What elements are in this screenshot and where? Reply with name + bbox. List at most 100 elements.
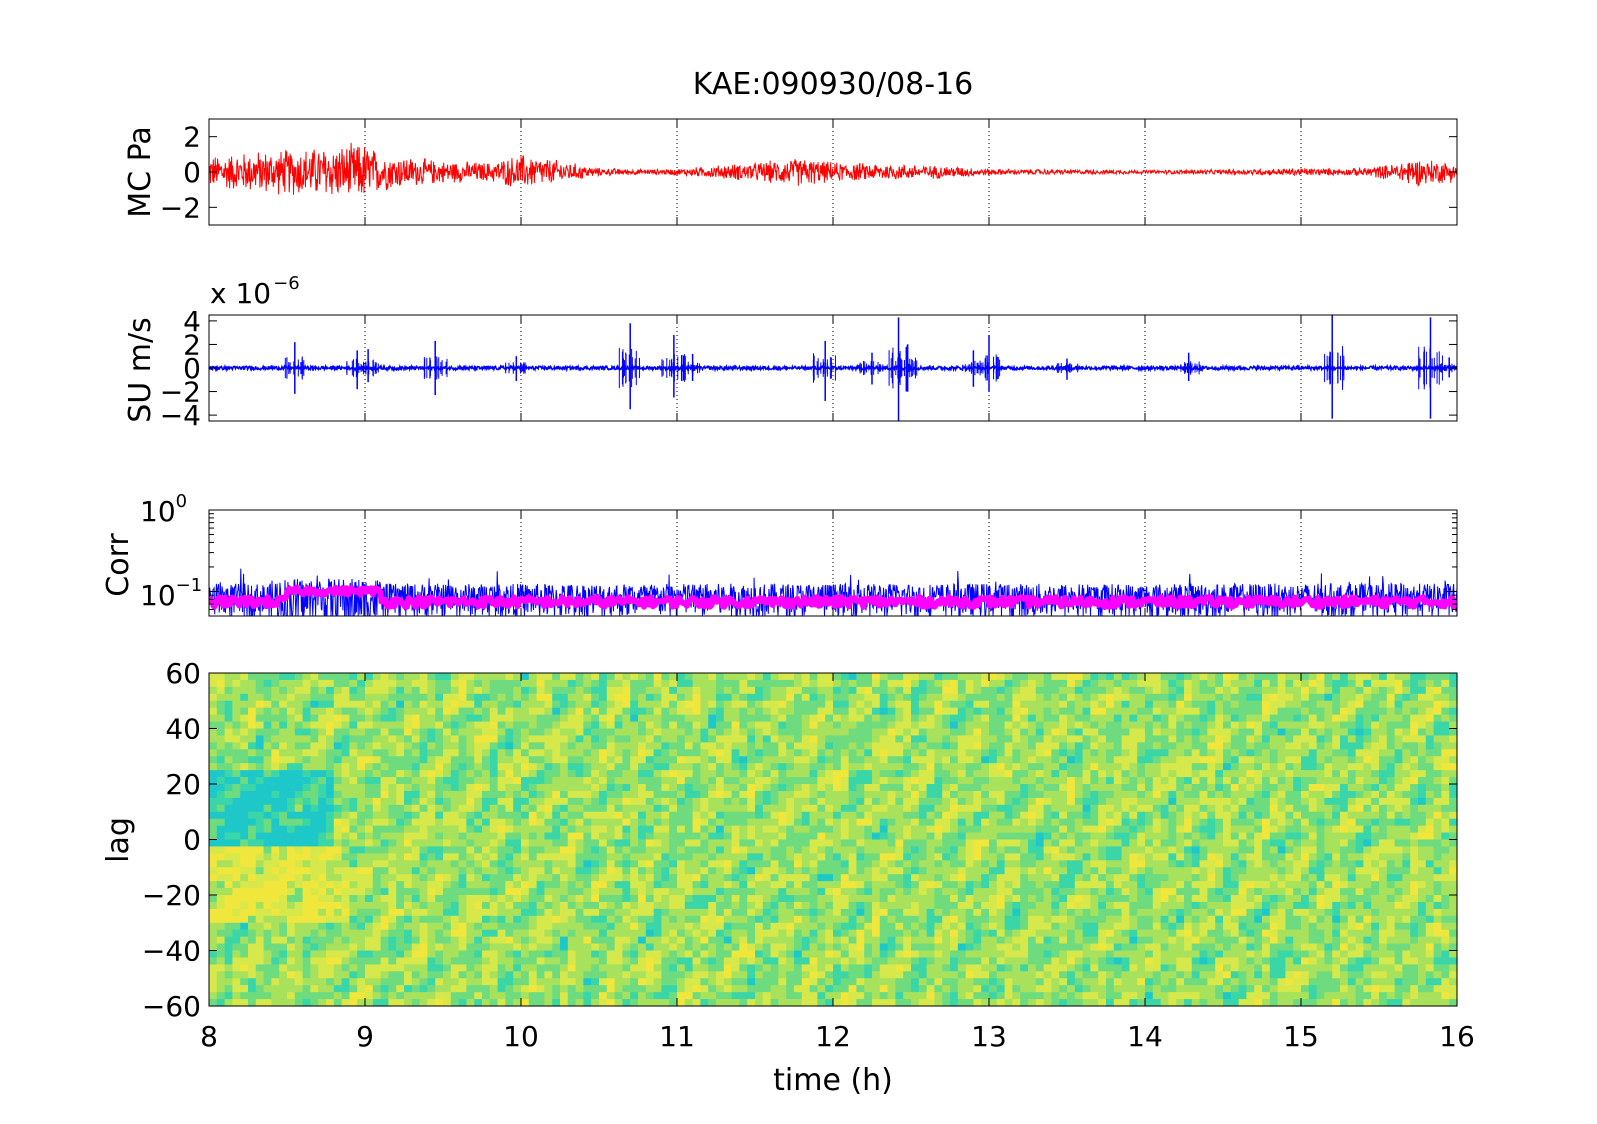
heat-cell (856, 721, 865, 730)
heat-cell (708, 735, 717, 743)
heat-cell (950, 707, 959, 716)
heat-cell (294, 700, 304, 709)
heat-cell (489, 825, 499, 834)
heat-cell (489, 707, 499, 716)
heat-cell (388, 811, 397, 820)
heat-cell (294, 784, 304, 792)
heat-cell (786, 784, 795, 792)
heat-cell (794, 818, 803, 827)
heat-cell (731, 721, 740, 730)
heat-cell (365, 763, 374, 771)
heat-cell (427, 673, 436, 681)
heat-cell (1067, 721, 1076, 730)
heat-cell (248, 797, 257, 806)
heat-cell (1379, 679, 1388, 688)
heat-cell (1363, 721, 1372, 730)
heat-cell (1082, 770, 1091, 778)
heat-cell (1402, 818, 1411, 827)
heat-cell (1316, 784, 1325, 792)
heat-cell (1137, 749, 1146, 757)
heat-cell (1215, 763, 1224, 771)
heat-cell (638, 839, 647, 848)
heat-cell (762, 818, 772, 827)
heat-cell (801, 693, 811, 702)
heat-cell (1238, 756, 1247, 764)
heat-cell (1020, 756, 1029, 764)
heat-cell (1363, 811, 1372, 820)
heat-cell (271, 714, 280, 723)
heat-cell (1043, 784, 1052, 792)
heat-cell (669, 846, 678, 854)
heat-cell (677, 707, 686, 716)
heat-cell (271, 735, 280, 743)
heat-cell (1449, 818, 1458, 827)
heat-cell (739, 707, 748, 716)
heat-cell (591, 860, 600, 868)
heat-cell (474, 686, 483, 695)
heat-cell (1347, 728, 1357, 737)
heat-cell (1262, 679, 1271, 688)
heat-cell (918, 700, 928, 709)
heat-cell (762, 811, 772, 820)
heat-cell (497, 839, 506, 848)
heat-cell (349, 825, 358, 834)
heat-cell (872, 860, 881, 868)
heat-cell (1285, 756, 1294, 764)
heat-cell (411, 804, 421, 813)
heat-cell (614, 756, 623, 764)
heat-cell (1129, 770, 1138, 778)
heat-cell (918, 797, 928, 806)
heat-cell (926, 790, 935, 799)
heat-cell (1090, 756, 1099, 764)
heat-cell (372, 749, 382, 757)
heat-cell (661, 825, 670, 834)
heat-cell (1363, 700, 1372, 709)
heat-cell (1254, 735, 1263, 743)
heat-cell (489, 679, 499, 688)
heat-cell (887, 790, 896, 799)
heat-cell (1238, 749, 1247, 757)
heat-cell (942, 797, 951, 806)
heat-cell (1402, 763, 1411, 771)
heat-cell (1137, 686, 1146, 695)
heat-cell (450, 839, 460, 848)
heat-cell (1020, 749, 1029, 757)
heat-cell (622, 700, 631, 709)
heat-cell (1207, 763, 1216, 771)
heat-cell (435, 790, 444, 799)
heat-cell (926, 714, 935, 723)
heat-cell (1285, 846, 1294, 854)
heat-cell (1418, 721, 1427, 730)
heat-cell (1168, 832, 1177, 841)
figure-title: KAE:090930/08-16 (693, 67, 974, 102)
corr-ylabel: Corr (101, 533, 136, 597)
heat-cell (318, 846, 327, 854)
heat-cell (1425, 777, 1435, 785)
heat-cell (840, 797, 850, 806)
mc-ylabel: MC Pa (123, 126, 158, 218)
heat-cell (996, 853, 1006, 861)
heat-cell (302, 707, 311, 716)
heat-cell (333, 832, 343, 841)
heat-cell (1262, 860, 1271, 868)
heat-cell (989, 721, 998, 730)
heat-cell (466, 721, 475, 730)
heat-cell (903, 797, 912, 806)
heat-cell (443, 742, 452, 750)
heat-cell (497, 804, 506, 813)
heat-cell (1012, 846, 1021, 854)
heat-cell (801, 811, 811, 820)
heat-cell (669, 742, 678, 750)
heat-cell (294, 804, 304, 813)
heat-cell (1020, 797, 1029, 806)
heat-cell (996, 846, 1006, 854)
heat-cell (1168, 839, 1177, 848)
heat-cell (1059, 770, 1068, 778)
heat-cell (505, 707, 514, 716)
heat-cell (349, 832, 358, 841)
heat-cell (770, 811, 779, 820)
heat-cell (817, 818, 826, 827)
heat-cell (716, 825, 725, 834)
heat-cell (458, 693, 467, 702)
heat-cell (1340, 784, 1349, 792)
